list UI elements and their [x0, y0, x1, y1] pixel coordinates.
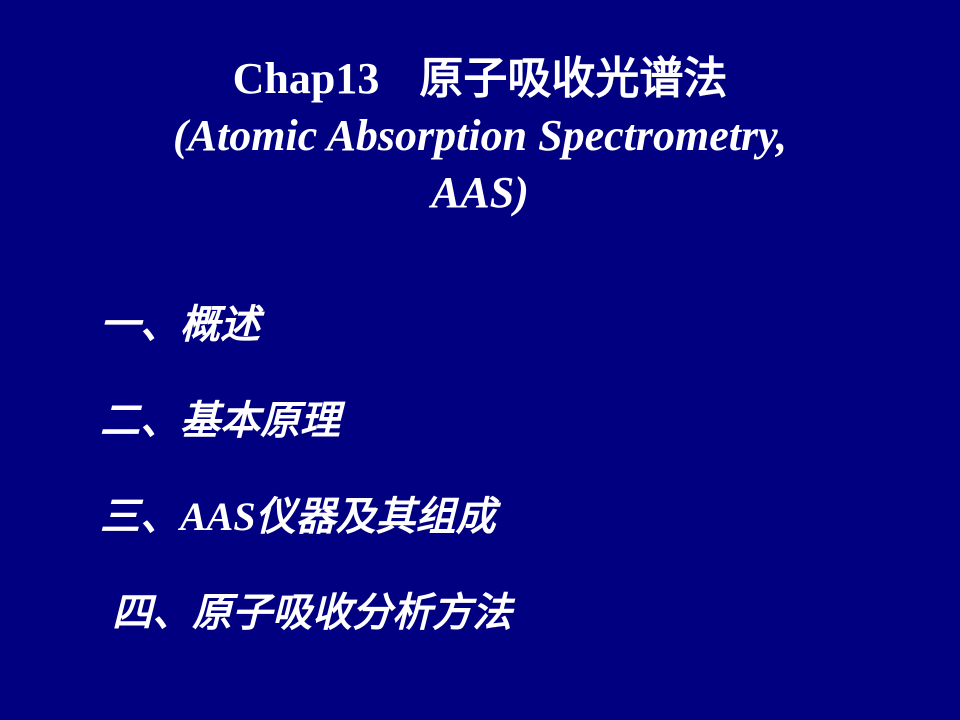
- outline-item-4: 四、原子吸收分析方法: [100, 580, 960, 638]
- title-en-line-2: AAS): [0, 164, 960, 221]
- slide: Chap13 原子吸收光谱法 (Atomic Absorption Spectro…: [0, 0, 960, 720]
- title-en-line-1: (Atomic Absorption Spectrometry,: [0, 107, 960, 164]
- title-line-1: Chap13 原子吸收光谱法: [0, 50, 960, 107]
- outline-item-2: 二、基本原理: [100, 388, 960, 446]
- outline-item-3: 三、AAS仪器及其组成: [100, 484, 960, 542]
- title-zh: 原子吸收光谱法: [419, 54, 727, 103]
- outline-item-1: 一、概述: [100, 292, 960, 350]
- slide-title: Chap13 原子吸收光谱法 (Atomic Absorption Spectro…: [0, 50, 960, 222]
- chapter-label: Chap13: [233, 54, 380, 103]
- outline-list: 一、概述 二、基本原理 三、AAS仪器及其组成 四、原子吸收分析方法: [0, 292, 960, 638]
